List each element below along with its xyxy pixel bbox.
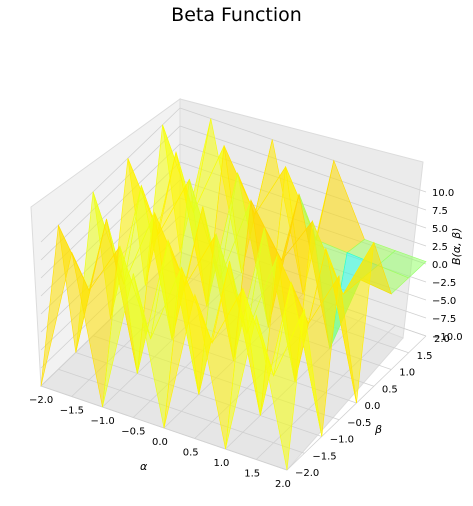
- y-tick-label: −1.5: [312, 451, 336, 462]
- x-tick-label: 2.0: [275, 479, 291, 490]
- z-tick-label: −10.0: [432, 332, 463, 343]
- z-tick-label: 7.5: [432, 206, 448, 217]
- y-tick-label: −1.0: [330, 435, 354, 446]
- x-tick-label: −0.5: [121, 427, 145, 438]
- x-tick-label: 1.0: [214, 458, 230, 469]
- z-tick-label: −2.5: [432, 278, 456, 289]
- chart-title: Beta Function: [171, 4, 302, 26]
- y-tick-label: 1.5: [417, 351, 433, 362]
- x-tick-label: 0.5: [183, 448, 199, 459]
- z-tick-label: 0.0: [432, 260, 448, 271]
- z-tick-label: 2.5: [432, 242, 448, 253]
- y-tick-label: −2.0: [295, 468, 319, 479]
- z-tick-label: 5.0: [432, 224, 448, 235]
- z-axis-label: B(α, β): [450, 228, 463, 265]
- z-tick-label: −7.5: [432, 314, 456, 325]
- y-tick-label: 1.0: [399, 368, 415, 379]
- surface-patch: [256, 309, 305, 471]
- z-tick-label: 10.0: [432, 188, 454, 199]
- y-tick-label: −0.5: [347, 418, 371, 429]
- surface-plot: [40, 118, 427, 471]
- x-tick-label: −1.0: [91, 416, 115, 427]
- y-tick-label: 0.5: [382, 384, 398, 395]
- grid-line: [40, 107, 181, 243]
- x-tick-label: −2.0: [29, 395, 53, 406]
- grid-line: [179, 107, 427, 193]
- axis-ticks: −2.0−1.5−1.0−0.50.00.51.01.52.0−2.0−1.5−…: [29, 188, 463, 490]
- y-tick-label: 2.0: [434, 334, 450, 345]
- grid-line: [179, 125, 427, 211]
- x-tick-label: 0.0: [152, 437, 168, 448]
- y-axis-label: β: [374, 423, 382, 436]
- x-axis-label: α: [140, 460, 148, 473]
- y-tick-label: 0.0: [365, 401, 381, 412]
- z-tick-label: −5.0: [432, 296, 456, 307]
- x-tick-label: 1.5: [244, 469, 260, 480]
- x-tick-label: −1.5: [60, 406, 84, 417]
